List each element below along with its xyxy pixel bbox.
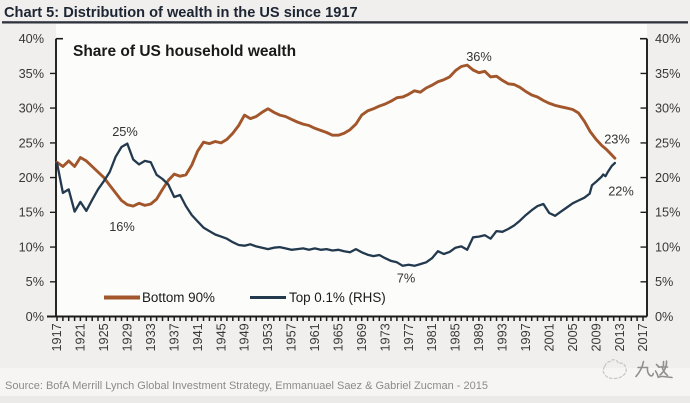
svg-text:5%: 5% [26,275,44,289]
svg-text:Top 0.1% (RHS): Top 0.1% (RHS) [289,290,386,305]
svg-text:10%: 10% [655,241,680,255]
svg-text:2013: 2013 [613,323,627,351]
svg-text:30%: 30% [655,102,680,116]
svg-text:1917: 1917 [50,323,64,351]
svg-text:1977: 1977 [402,323,416,351]
svg-text:35%: 35% [655,67,680,81]
svg-text:1973: 1973 [378,323,392,351]
svg-text:35%: 35% [19,67,44,81]
svg-text:1949: 1949 [238,323,252,351]
svg-text:1957: 1957 [285,323,299,351]
svg-text:1953: 1953 [261,323,275,351]
svg-text:15%: 15% [19,206,44,220]
svg-text:1921: 1921 [74,323,88,351]
svg-text:2009: 2009 [589,323,603,351]
svg-text:1941: 1941 [191,323,205,351]
svg-text:1981: 1981 [425,323,439,351]
svg-text:15%: 15% [655,206,680,220]
svg-text:36%: 36% [466,49,492,64]
svg-text:Source: BofA Merrill Lynch Glo: Source: BofA Merrill Lynch Global Invest… [5,380,488,392]
svg-text:Chart 5: Distribution of wealt: Chart 5: Distribution of wealth in the U… [4,5,358,21]
svg-text:10%: 10% [19,241,44,255]
svg-text:25%: 25% [19,136,44,150]
svg-text:16%: 16% [109,219,135,234]
svg-text:1929: 1929 [121,323,135,351]
svg-text:Share of US household wealth: Share of US household wealth [73,43,296,60]
svg-text:1969: 1969 [355,323,369,351]
svg-text:23%: 23% [604,132,630,147]
svg-text:20%: 20% [655,171,680,185]
svg-text:1997: 1997 [519,323,533,351]
svg-text:40%: 40% [19,32,44,46]
svg-text:1945: 1945 [214,323,228,351]
svg-text:1937: 1937 [167,323,181,351]
svg-text:5%: 5% [655,275,673,289]
svg-text:30%: 30% [19,102,44,116]
svg-text:25%: 25% [112,124,138,139]
svg-text:20%: 20% [19,171,44,185]
svg-text:2001: 2001 [542,323,556,351]
svg-text:2017: 2017 [636,323,650,351]
svg-text:1925: 1925 [97,323,111,351]
svg-text:1933: 1933 [144,323,158,351]
svg-text:1989: 1989 [472,323,486,351]
svg-text:Bottom 90%: Bottom 90% [142,290,215,305]
svg-text:7%: 7% [397,271,416,286]
svg-text:1965: 1965 [332,323,346,351]
svg-text:25%: 25% [655,136,680,150]
svg-text:2005: 2005 [566,323,580,351]
svg-text:1993: 1993 [496,323,510,351]
svg-text:1985: 1985 [449,323,463,351]
svg-text:22%: 22% [608,184,634,199]
svg-text:1961: 1961 [308,323,322,351]
svg-text:40%: 40% [655,32,680,46]
svg-text:0%: 0% [26,310,44,324]
svg-text:0%: 0% [655,310,673,324]
